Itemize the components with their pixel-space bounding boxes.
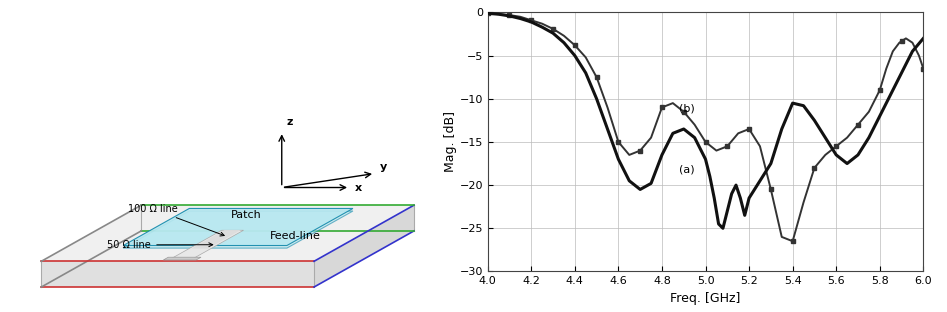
Polygon shape bbox=[123, 208, 353, 246]
Text: (b): (b) bbox=[679, 104, 695, 114]
Polygon shape bbox=[123, 248, 287, 249]
Polygon shape bbox=[42, 205, 414, 261]
Polygon shape bbox=[42, 261, 314, 287]
X-axis label: Freq. [GHz]: Freq. [GHz] bbox=[670, 292, 741, 305]
Text: (a): (a) bbox=[679, 164, 695, 174]
Text: y: y bbox=[380, 162, 386, 172]
Text: 50 Ω line: 50 Ω line bbox=[107, 240, 213, 250]
Text: Patch: Patch bbox=[231, 210, 261, 220]
Polygon shape bbox=[191, 230, 241, 249]
Text: 100 Ω line: 100 Ω line bbox=[128, 204, 224, 236]
Text: Feed-line: Feed-line bbox=[270, 232, 320, 241]
Polygon shape bbox=[123, 211, 353, 248]
Text: x: x bbox=[354, 183, 362, 193]
Polygon shape bbox=[314, 205, 414, 287]
Polygon shape bbox=[163, 257, 201, 260]
Y-axis label: Mag. [dB]: Mag. [dB] bbox=[443, 111, 456, 173]
Polygon shape bbox=[171, 230, 243, 258]
Text: z: z bbox=[286, 117, 293, 127]
